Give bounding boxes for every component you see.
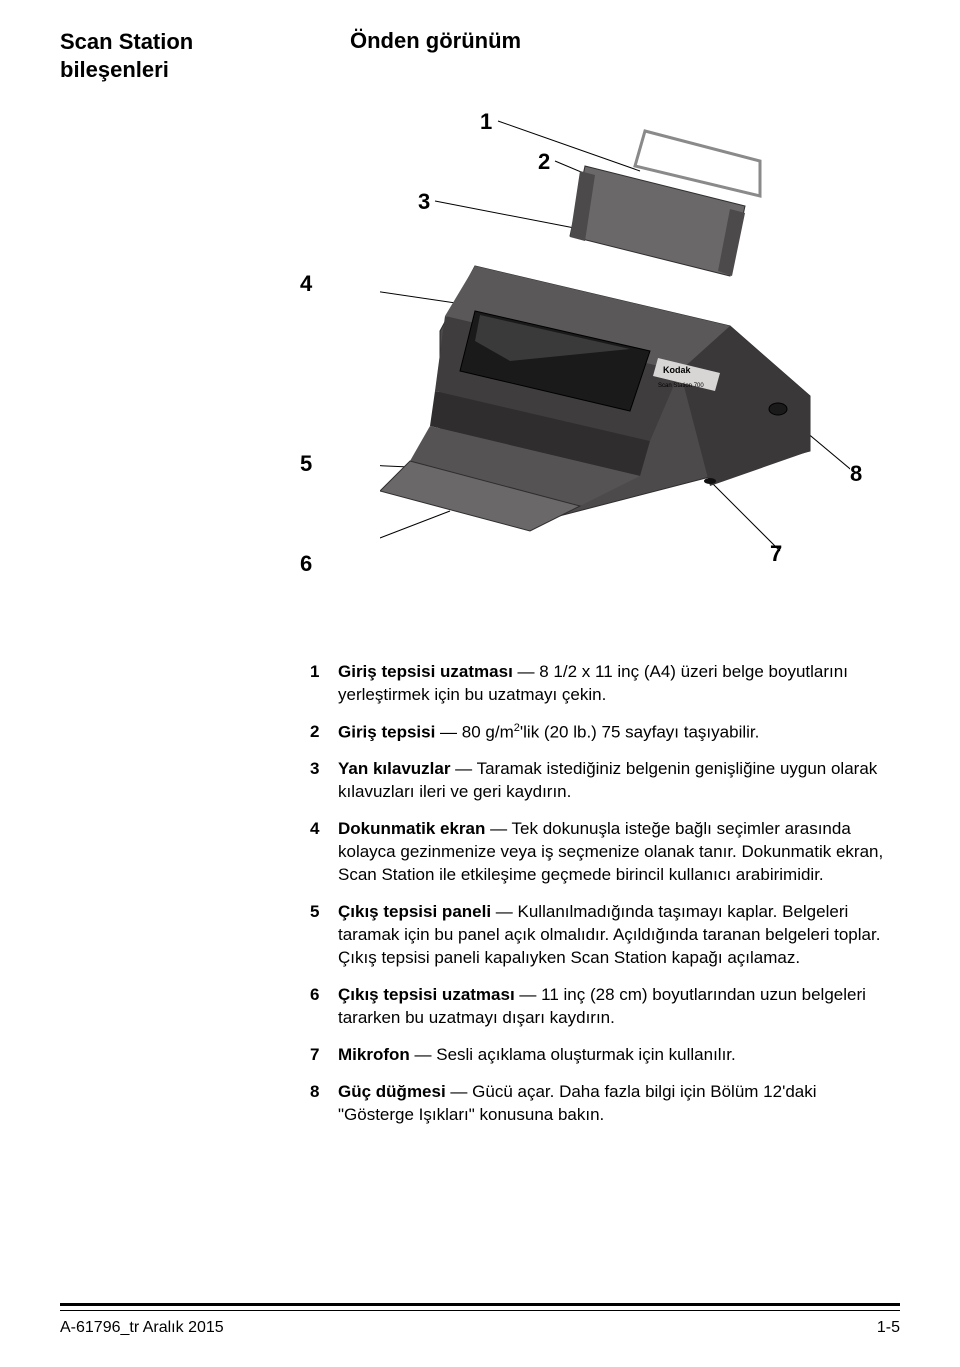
dash: — (515, 985, 541, 1004)
callout-8: 8 (850, 461, 862, 487)
microphone-hole (704, 478, 716, 484)
list-item-3: 3 Yan kılavuzlar — Taramak istediğiniz b… (310, 758, 890, 804)
dash: — (410, 1045, 436, 1064)
desc-b: 'lik (20 lb.) 75 sayfayı taşıyabilir. (520, 723, 759, 742)
list-body: Giriş tepsisi uzatması — 8 1/2 x 11 inç … (338, 661, 890, 707)
dash: — (491, 902, 517, 921)
term: Mikrofon (338, 1045, 410, 1064)
dash: — (485, 819, 511, 838)
desc: Sesli açıklama oluşturmak için kullanılı… (436, 1045, 736, 1064)
title-column: Scan Station bileşenleri (60, 28, 240, 83)
list-body: Giriş tepsisi — 80 g/m2'lik (20 lb.) 75 … (338, 721, 890, 745)
model-label: Scan Station 700 (658, 383, 704, 389)
callout-4: 4 (300, 271, 312, 297)
list-num: 8 (310, 1081, 338, 1127)
list-body: Dokunmatik ekran — Tek dokunuşla isteğe … (338, 818, 890, 887)
footer-rule (60, 1303, 900, 1311)
dash: — (450, 759, 476, 778)
page-footer: A-61796_tr Aralık 2015 1-5 (60, 1303, 900, 1337)
section-subtitle: Önden görünüm (350, 28, 521, 83)
term: Çıkış tepsisi paneli (338, 902, 491, 921)
term: Çıkış tepsisi uzatması (338, 985, 515, 1004)
scanner-illustration: Kodak Scan Station 700 (380, 111, 850, 591)
list-item-6: 6 Çıkış tepsisi uzatması — 11 inç (28 cm… (310, 984, 890, 1030)
list-item-5: 5 Çıkış tepsisi paneli — Kullanılmadığın… (310, 901, 890, 970)
list-body: Güç düğmesi — Gücü açar. Daha fazla bilg… (338, 1081, 890, 1127)
list-num: 2 (310, 721, 338, 745)
term: Dokunmatik ekran (338, 819, 485, 838)
list-num: 1 (310, 661, 338, 707)
list-num: 6 (310, 984, 338, 1030)
list-body: Yan kılavuzlar — Taramak istediğiniz bel… (338, 758, 890, 804)
footer-row: A-61796_tr Aralık 2015 1-5 (60, 1319, 900, 1337)
title-line-2: bileşenleri (60, 56, 240, 84)
term: Giriş tepsisi (338, 723, 435, 742)
list-item-7: 7 Mikrofon — Sesli açıklama oluşturmak i… (310, 1044, 890, 1067)
diagram-area: 1 2 3 4 5 6 7 8 (280, 81, 920, 621)
term: Güç düğmesi (338, 1082, 446, 1101)
list-num: 3 (310, 758, 338, 804)
list-num: 7 (310, 1044, 338, 1067)
callout-6: 6 (300, 551, 312, 577)
term: Yan kılavuzlar (338, 759, 450, 778)
power-button-icon (769, 403, 787, 415)
input-tray (570, 166, 745, 276)
list-body: Mikrofon — Sesli açıklama oluşturmak içi… (338, 1044, 890, 1067)
callout-5: 5 (300, 451, 312, 477)
list-item-4: 4 Dokunmatik ekran — Tek dokunuşla isteğ… (310, 818, 890, 887)
desc-a: 80 g/m (462, 723, 514, 742)
title-line-1: Scan Station (60, 28, 240, 56)
term: Giriş tepsisi uzatması (338, 662, 513, 681)
header-row: Scan Station bileşenleri Önden görünüm (60, 28, 900, 83)
dash: — (446, 1082, 472, 1101)
description-list: 1 Giriş tepsisi uzatması — 8 1/2 x 11 in… (310, 661, 890, 1127)
dash: — (513, 662, 539, 681)
dash: — (435, 723, 461, 742)
list-item-8: 8 Güç düğmesi — Gücü açar. Daha fazla bi… (310, 1081, 890, 1127)
list-num: 4 (310, 818, 338, 887)
brand-label: Kodak (663, 365, 692, 375)
list-item-1: 1 Giriş tepsisi uzatması — 8 1/2 x 11 in… (310, 661, 890, 707)
document-page: Scan Station bileşenleri Önden görünüm 1… (0, 0, 960, 1367)
footer-left: A-61796_tr Aralık 2015 (60, 1319, 224, 1337)
list-body: Çıkış tepsisi uzatması — 11 inç (28 cm) … (338, 984, 890, 1030)
list-item-2: 2 Giriş tepsisi — 80 g/m2'lik (20 lb.) 7… (310, 721, 890, 745)
list-num: 5 (310, 901, 338, 970)
list-body: Çıkış tepsisi paneli — Kullanılmadığında… (338, 901, 890, 970)
footer-right: 1-5 (877, 1319, 900, 1337)
